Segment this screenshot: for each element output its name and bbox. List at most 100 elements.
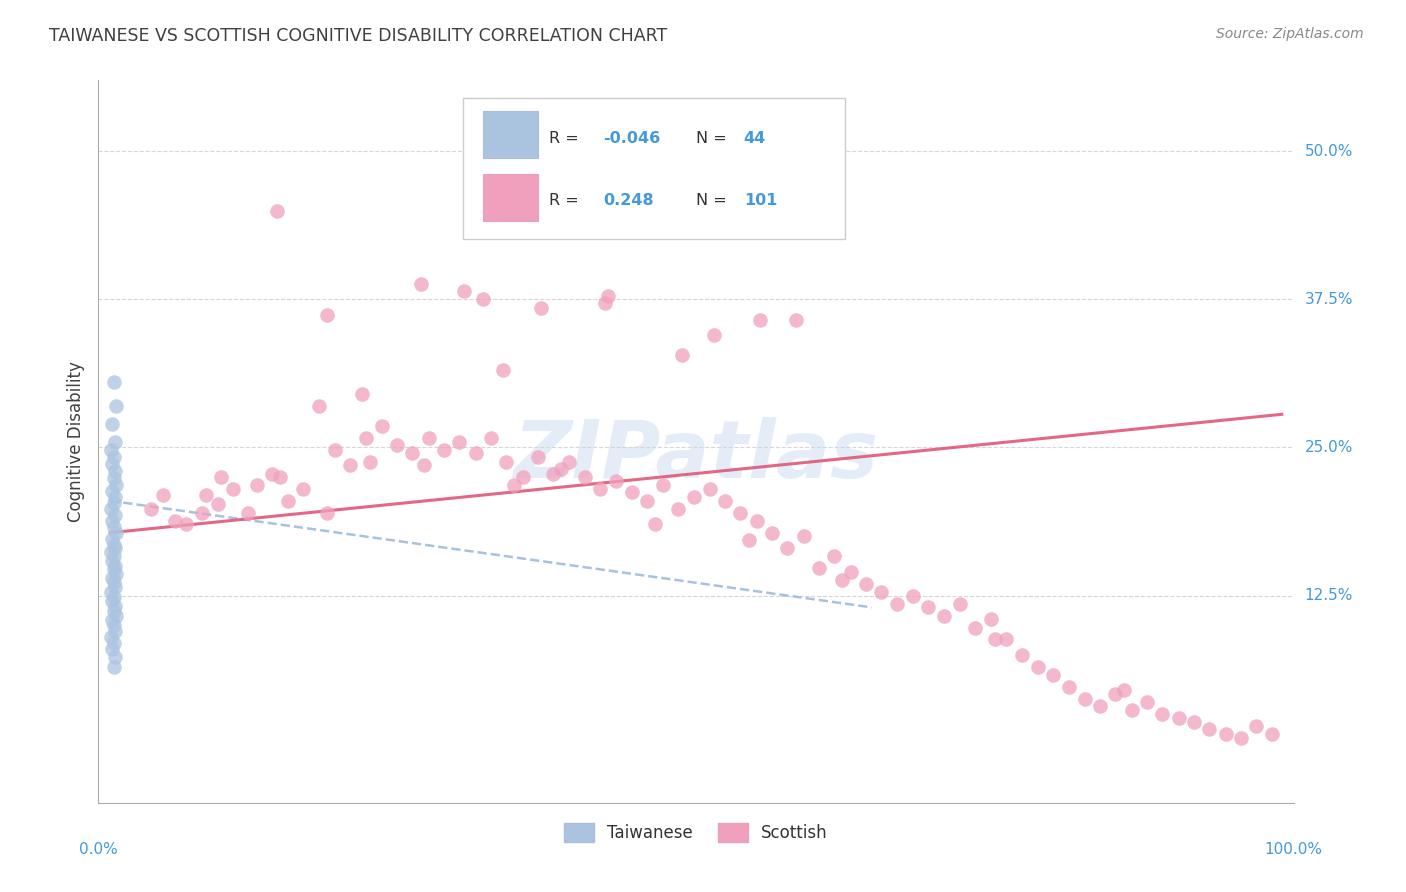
Point [776, 541, 799, 556]
FancyBboxPatch shape [463, 98, 845, 239]
Point [103, 659, 125, 673]
Point [105, 608, 128, 623]
Point [636, 493, 658, 508]
Point [103, 618, 125, 632]
Point [103, 376, 125, 390]
Point [101, 514, 124, 528]
Point [870, 585, 893, 599]
Point [141, 502, 163, 516]
Point [574, 470, 596, 484]
Point [1167, 710, 1189, 724]
Point [593, 296, 616, 310]
Text: Source: ZipAtlas.com: Source: ZipAtlas.com [1216, 27, 1364, 41]
Point [917, 600, 939, 615]
Point [1198, 723, 1220, 737]
Point [269, 470, 291, 484]
Point [316, 308, 339, 322]
Point [503, 478, 526, 492]
Point [354, 431, 377, 445]
Text: 0.0%: 0.0% [79, 842, 118, 856]
Point [385, 438, 409, 452]
Point [195, 488, 218, 502]
Point [682, 490, 704, 504]
Point [103, 538, 125, 552]
Point [589, 482, 612, 496]
Point [104, 508, 127, 522]
Point [449, 434, 471, 449]
FancyBboxPatch shape [484, 174, 538, 221]
Point [714, 493, 737, 508]
Point [479, 431, 502, 445]
Point [105, 478, 128, 492]
Point [901, 589, 924, 603]
Point [371, 419, 394, 434]
Point [101, 532, 124, 546]
Point [453, 284, 475, 298]
Point [238, 506, 260, 520]
Point [222, 482, 245, 496]
Point [761, 525, 783, 540]
Point [266, 203, 288, 218]
Point [949, 597, 972, 611]
Point [730, 506, 752, 520]
Point [1152, 706, 1174, 721]
Point [105, 399, 128, 413]
Point [163, 514, 186, 528]
Text: 0.248: 0.248 [603, 194, 654, 209]
Point [1121, 703, 1143, 717]
Point [738, 533, 761, 547]
Text: N =: N = [696, 194, 733, 209]
Point [1104, 687, 1126, 701]
Point [104, 624, 127, 638]
Point [620, 485, 643, 500]
Point [103, 636, 125, 650]
Point [1042, 668, 1064, 682]
Point [101, 614, 124, 628]
Point [530, 301, 553, 315]
Legend: Taiwanese, Scottish: Taiwanese, Scottish [557, 816, 835, 848]
Point [103, 520, 125, 534]
Text: -0.046: -0.046 [603, 130, 659, 145]
Point [100, 502, 122, 516]
Point [277, 493, 299, 508]
Point [831, 573, 853, 587]
Point [100, 630, 122, 644]
Point [855, 576, 877, 591]
Point [104, 490, 127, 504]
Point [492, 363, 515, 377]
Point [527, 450, 550, 464]
Point [359, 455, 381, 469]
Text: 50.0%: 50.0% [1305, 144, 1353, 159]
Point [1011, 648, 1033, 662]
Point [101, 594, 124, 608]
Point [316, 506, 339, 520]
Point [207, 497, 229, 511]
Point [101, 457, 124, 471]
Text: ZIPatlas: ZIPatlas [513, 417, 879, 495]
Point [1090, 698, 1112, 713]
Point [101, 484, 124, 499]
Point [409, 277, 432, 291]
Point [605, 474, 627, 488]
Point [103, 471, 125, 485]
Point [308, 399, 330, 413]
Point [418, 431, 440, 445]
Point [211, 470, 233, 484]
Point [785, 312, 807, 326]
Point [1026, 659, 1049, 673]
Point [793, 529, 815, 543]
Point [464, 446, 486, 460]
Point [1057, 680, 1080, 694]
Point [103, 604, 125, 618]
Text: TAIWANESE VS SCOTTISH COGNITIVE DISABILITY CORRELATION CHART: TAIWANESE VS SCOTTISH COGNITIVE DISABILI… [49, 27, 668, 45]
Point [401, 446, 423, 460]
Point [644, 517, 666, 532]
Point [174, 517, 197, 532]
Text: R =: R = [548, 130, 583, 145]
Point [352, 387, 374, 401]
Point [984, 632, 1007, 647]
Point [1112, 683, 1135, 698]
Point [103, 575, 125, 590]
Point [934, 608, 956, 623]
Point [652, 478, 675, 492]
